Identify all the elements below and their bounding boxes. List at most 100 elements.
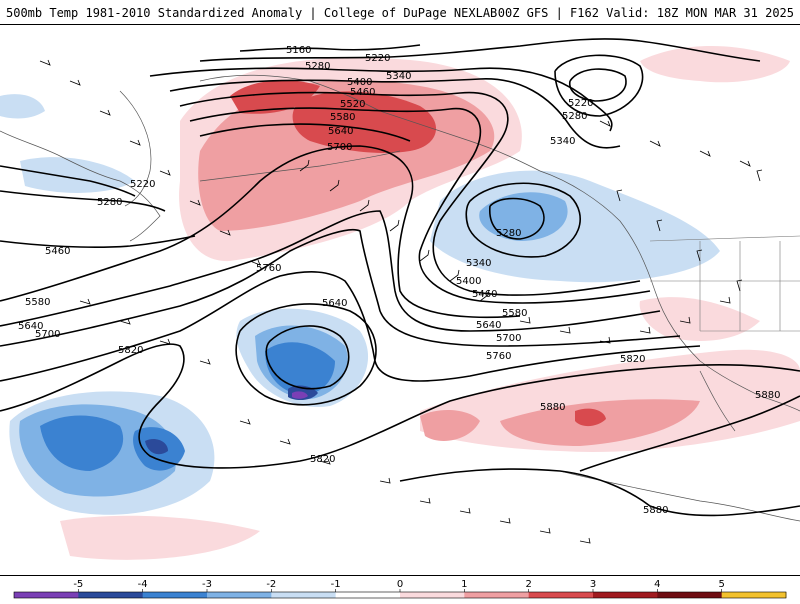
aleutian-chain [199,150,401,182]
contour-5280-low [489,197,545,240]
colorbar-segment [335,592,401,598]
contour-5880 [399,468,800,517]
contour-label: 5160 [286,45,311,56]
contour-5700 [0,228,681,347]
contour-label: 5520 [340,99,365,110]
contour-5640-low [235,303,377,406]
colorbar-segment [142,592,208,598]
contour-label: 5460 [45,246,70,257]
warm-anomaly-core [575,408,606,427]
contour-5820 [0,343,800,469]
contour-5580-low [265,325,350,390]
contour-5640 [0,210,661,332]
colorbar-segment [657,592,723,598]
weather-map: 5160 5220 5280 5340 5400 5460 5520 5580 … [0,24,800,576]
colorbar-segment [271,592,337,598]
cold-anomaly-core [265,342,335,396]
wind-barb [599,120,751,167]
contour-5280-e [554,54,644,117]
contour-label: 5580 [25,297,50,308]
warm-anomaly-band [420,409,480,441]
colorbar-tick-label: 4 [654,579,660,590]
colorbar-tick-label: -4 [138,579,148,590]
contour-label: 5460 [472,289,497,300]
contour-label: 5580 [502,308,527,319]
wind-barb [79,298,331,465]
wind-barb [379,477,591,544]
contour-label: 5460 [350,87,375,98]
wind-barb [519,296,731,344]
colorbar-tick-label: -3 [202,579,212,590]
contour-label: 5340 [550,136,575,147]
contour-label: 5880 [540,402,565,413]
colorbar-segment [14,592,79,598]
contour-label: 5880 [755,390,780,401]
model-run-info: 00Z GFS | F162 Valid: 18Z MON MAR 31 202… [497,6,794,20]
contour-label: 5880 [643,505,668,516]
contour-label: 5280 [562,111,587,122]
us-canada-border [649,235,800,242]
state-borders [650,241,800,332]
contour-5220-w [0,165,136,197]
contour-5280-w [0,190,166,212]
wind-barb [299,159,490,302]
contour-label: 5340 [466,258,491,269]
map-title: 500mb Temp 1981-2010 Standardized Anomal… [6,6,498,20]
colorbar-tick-label: 2 [525,579,531,590]
title-bar: 500mb Temp 1981-2010 Standardized Anomal… [0,0,800,24]
asia-coast [0,130,161,242]
cold-anomaly-region [479,192,568,241]
contour-label: 5280 [97,197,122,208]
contour-5340-low [465,182,581,258]
contour-label: 5820 [310,454,335,465]
cold-anomaly-core [292,391,308,399]
contour-label: 5640 [476,320,501,331]
contour-label: 5700 [496,333,521,344]
contour-label: 5400 [347,77,372,88]
contour-5160 [239,44,421,52]
contour-5760 [0,271,701,382]
colorbar-segment [78,592,144,598]
contour-5340 [169,78,621,149]
contour-5520 [199,123,411,142]
colorbar-tick-label: -2 [266,579,276,590]
wind-barb [616,169,763,292]
contour-5580 [0,145,521,319]
colorbar-segment [721,592,787,598]
kamchatka-coast [119,90,152,207]
contour-label: 5220 [568,98,593,109]
contour-5460 [189,107,651,304]
colorbar-segment [593,592,658,598]
contour-label: 5700 [327,142,352,153]
contour-label: 5640 [328,126,353,137]
contour-5400 [179,91,641,296]
contour-5880-b [579,395,800,472]
contour-label: 5580 [330,112,355,123]
contour-5220 [199,38,761,62]
north-america-coast [539,170,800,412]
cold-anomaly-core [145,439,168,455]
wind-barbs [39,59,763,544]
contour-label: 5280 [305,61,330,72]
cold-anomaly-region [0,94,45,119]
colorbar-tick-label: 5 [718,579,724,590]
contour-labels: 5160 5220 5280 5340 5400 5460 5520 5580 … [18,45,780,516]
colorbar-segment [464,592,530,598]
contour-label: 5640 [18,321,43,332]
contour-label: 5400 [456,276,481,287]
contour-label: 5700 [35,329,60,340]
colorbar-tick-label: -1 [331,579,341,590]
contour-label: 5760 [256,263,281,274]
wind-barb [39,59,261,266]
contour-label: 5820 [620,354,645,365]
anomaly-shading [0,46,800,560]
warm-anomaly-region [640,46,790,83]
baja-coast [699,370,736,432]
colorbar-tick-label: 1 [461,579,467,590]
colorbar-tick-label: 3 [590,579,596,590]
colorbar-segment [207,592,272,598]
contour-5460-w [0,235,196,248]
contour-label: 5220 [130,179,155,190]
colorbar-tick-label: 0 [397,579,403,590]
contour-label: 5820 [118,345,143,356]
